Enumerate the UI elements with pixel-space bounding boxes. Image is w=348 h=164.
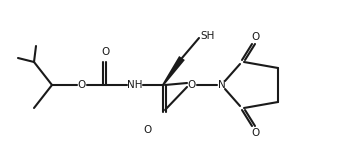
Polygon shape [162, 56, 185, 86]
Text: N: N [218, 80, 226, 90]
Text: O: O [102, 47, 110, 57]
Text: O: O [188, 80, 196, 90]
Text: O: O [144, 125, 152, 135]
Text: O: O [78, 80, 86, 90]
Text: NH: NH [127, 80, 143, 90]
Text: O: O [251, 32, 259, 42]
Text: O: O [251, 128, 259, 138]
Text: SH: SH [201, 31, 215, 41]
